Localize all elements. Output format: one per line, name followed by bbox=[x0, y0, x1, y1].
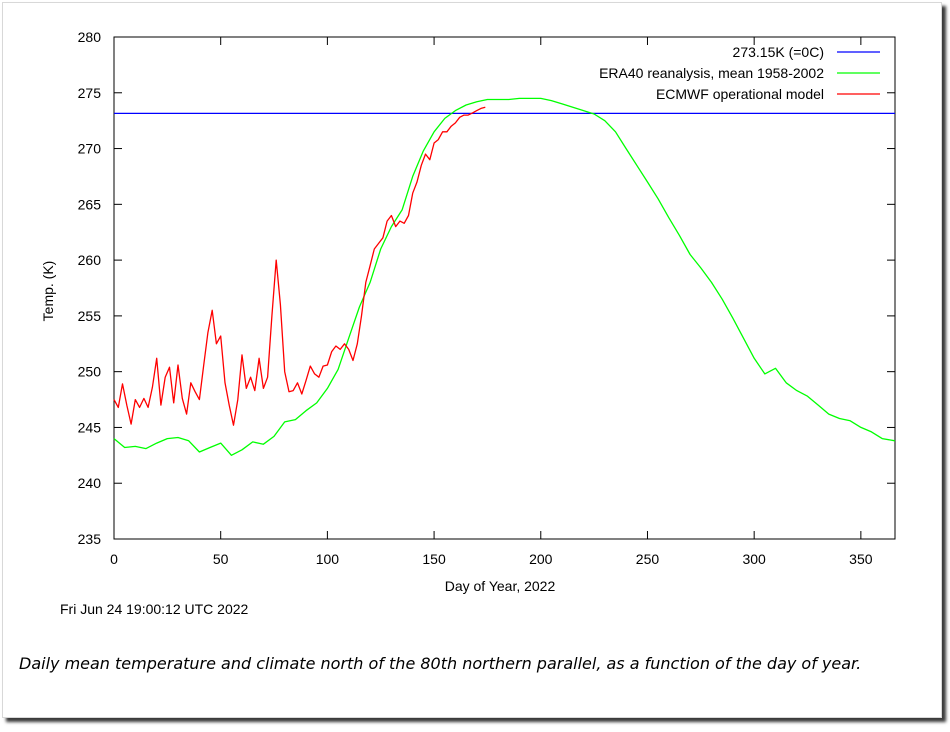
series-line-2 bbox=[113, 97, 896, 456]
y-tick-label: 255 bbox=[78, 308, 102, 324]
y-tick-label: 245 bbox=[78, 419, 102, 435]
y-tick-label: 275 bbox=[78, 85, 102, 101]
temperature-chart: 235 240 245 250 255 260 265 270 275 280 0 50 100 150… bbox=[40, 29, 896, 594]
y-tick-label: 260 bbox=[78, 252, 102, 268]
series-line-3 bbox=[113, 106, 486, 426]
plot-area bbox=[113, 36, 896, 540]
figure-frame: 235 240 245 250 255 260 265 270 275 280 0 50 100 150… bbox=[2, 2, 942, 718]
x-tick-label: 250 bbox=[636, 551, 660, 567]
x-tick-label: 150 bbox=[422, 551, 446, 567]
legend-label: 273.15K (=0C) bbox=[733, 44, 824, 60]
y-tick-label: 250 bbox=[78, 364, 102, 380]
y-axis-label: Temp. (K) bbox=[40, 261, 56, 322]
y-axis-ticks: 235 240 245 250 255 260 265 270 275 280 bbox=[78, 29, 895, 547]
x-axis-label: Day of Year, 2022 bbox=[445, 578, 556, 594]
legend-label: ECMWF operational model bbox=[656, 86, 824, 102]
y-tick-label: 240 bbox=[78, 475, 102, 491]
y-tick-label: 265 bbox=[78, 196, 102, 212]
x-tick-label: 100 bbox=[316, 551, 340, 567]
x-tick-label: 50 bbox=[213, 551, 229, 567]
x-tick-label: 0 bbox=[110, 551, 118, 567]
y-tick-label: 235 bbox=[78, 531, 102, 547]
x-tick-label: 350 bbox=[849, 551, 873, 567]
y-tick-label: 280 bbox=[78, 29, 102, 45]
legend-label: ERA40 reanalysis, mean 1958-2002 bbox=[599, 65, 824, 81]
legend: 273.15K (=0C) ERA40 reanalysis, mean 1958… bbox=[599, 44, 880, 102]
series-layer bbox=[113, 97, 896, 456]
x-axis-ticks: 0 50 100 150 200 250 300 350 bbox=[110, 37, 873, 567]
timestamp: Fri Jun 24 19:00:12 UTC 2022 bbox=[60, 601, 249, 617]
figure-caption: Daily mean temperature and climate north… bbox=[19, 654, 862, 673]
y-tick-label: 270 bbox=[78, 141, 102, 157]
x-tick-label: 200 bbox=[529, 551, 553, 567]
x-tick-label: 300 bbox=[742, 551, 766, 567]
